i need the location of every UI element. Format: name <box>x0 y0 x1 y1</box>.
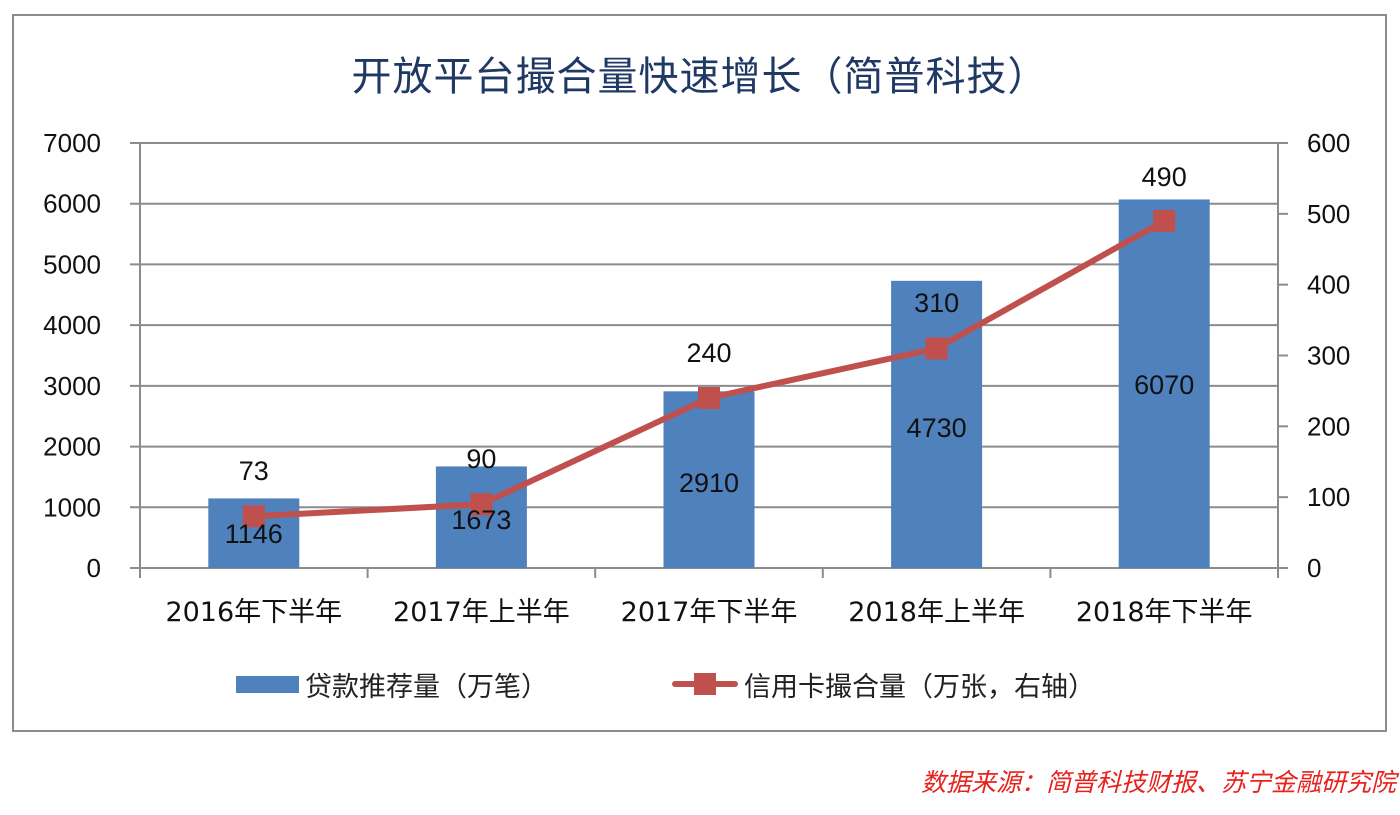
square-marker-icon <box>242 505 265 528</box>
category-label: 2017年下半年 <box>621 597 798 628</box>
line-data-label: 490 <box>1142 162 1187 192</box>
bar <box>435 466 527 568</box>
bar-data-label: 4730 <box>907 413 967 443</box>
left-axis-tick-label: 3000 <box>43 371 101 401</box>
category-label: 2018年下半年 <box>1076 597 1253 628</box>
category-label: 2017年上半年 <box>393 597 570 628</box>
bar-data-label: 1146 <box>225 519 283 549</box>
chart-title: 开放平台撮合量快速增长（简普科技） <box>351 54 1049 100</box>
line-data-label: 90 <box>466 444 496 474</box>
legend-label-bar: 贷款推荐量（万笔） <box>305 671 548 703</box>
line-data-label: 310 <box>914 288 959 318</box>
left-axis-tick-label: 1000 <box>43 492 101 522</box>
legend-label-line: 信用卡撮合量（万张，右轴） <box>744 671 1095 703</box>
left-axis-tick-label: 0 <box>87 553 101 583</box>
chart-legend: 贷款推荐量（万笔） 信用卡撮合量（万张，右轴） <box>0 664 1400 704</box>
right-axis-tick-label: 400 <box>1307 270 1350 300</box>
square-marker-icon <box>698 387 720 409</box>
data-source-note: 数据来源：简普科技财报、苏宁金融研究院 <box>920 768 1396 797</box>
left-axis-tick-label: 2000 <box>43 432 101 462</box>
line-marker-swatch-icon <box>672 673 738 695</box>
right-axis-tick-label: 600 <box>1307 128 1350 158</box>
square-marker-icon <box>470 493 493 516</box>
line-data-label: 240 <box>686 338 731 368</box>
right-axis-tick-label: 200 <box>1307 411 1350 441</box>
bar-data-label: 2910 <box>679 468 739 498</box>
left-axis-tick-label: 6000 <box>43 189 101 219</box>
bar-swatch-icon <box>236 675 299 693</box>
category-label: 2018年上半年 <box>848 597 1025 628</box>
bar-data-label: 1673 <box>451 505 511 535</box>
left-axis-tick-label: 4000 <box>43 310 101 340</box>
square-marker-icon <box>1153 209 1176 232</box>
category-label: 2016年下半年 <box>165 597 342 628</box>
square-marker-icon <box>925 337 948 360</box>
right-axis-tick-label: 0 <box>1307 553 1321 583</box>
bar <box>1118 199 1210 568</box>
bar <box>663 391 755 568</box>
right-axis-tick-label: 500 <box>1307 199 1350 229</box>
line-data-label: 73 <box>239 456 269 486</box>
right-axis-tick-label: 300 <box>1307 341 1350 371</box>
legend-item-credit-card-matches: 信用卡撮合量（万张，右轴） <box>672 664 1095 704</box>
right-axis-tick-label: 100 <box>1307 482 1350 512</box>
left-axis-tick-label: 7000 <box>43 128 101 158</box>
left-axis-tick-label: 5000 <box>43 249 101 279</box>
legend-item-loan-recommendations: 贷款推荐量（万笔） <box>236 664 548 704</box>
bar-data-label: 6070 <box>1134 370 1194 400</box>
